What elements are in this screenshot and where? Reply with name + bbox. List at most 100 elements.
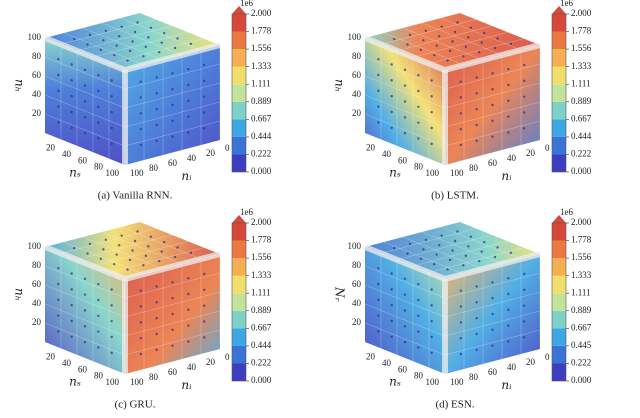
sample-dot [403, 100, 407, 103]
z-tick-label: 60 [352, 70, 362, 80]
y-tick-label: 80 [149, 163, 159, 173]
colorbar-band [552, 31, 566, 50]
z-tick-label: 60 [32, 279, 42, 289]
sample-dot [459, 112, 463, 115]
sample-dot [72, 246, 76, 250]
sample-dot [70, 335, 73, 339]
sample-dot [110, 110, 113, 114]
x-tick-label: 80 [94, 371, 104, 381]
x-tick-label: 80 [414, 162, 424, 172]
colorbar-tick-label: 0.889 [251, 96, 272, 106]
colorbar-tick-label: 2.000 [251, 217, 272, 227]
sample-dot [417, 73, 420, 77]
sample-dot [417, 121, 420, 124]
colorbar-extend [232, 6, 246, 14]
y-tick-label: 100 [450, 168, 464, 178]
sample-dot [187, 308, 190, 312]
x-tick-label: 60 [78, 364, 88, 374]
sample-dot [424, 29, 428, 33]
colorbar-tick-label: 0.444 [251, 340, 272, 350]
z-tick-label: 40 [352, 89, 362, 99]
sample-dot [104, 29, 108, 33]
colorbar-band [552, 66, 566, 85]
z-tick-label: 80 [352, 260, 362, 270]
sample-dot [432, 262, 436, 266]
colorbar-band [232, 345, 246, 364]
sample-dot [202, 336, 206, 339]
sample-dot [432, 53, 436, 57]
colorbar-tick-label: 0.889 [251, 305, 272, 315]
sample-dot [176, 246, 179, 249]
sample-dot [126, 268, 129, 271]
sample-dot [403, 116, 407, 119]
sample-dot [187, 324, 190, 327]
sample-dot [139, 112, 143, 115]
sample-dot [390, 126, 393, 130]
colorbar-scale: 1e6 [240, 0, 253, 8]
x-tick-label: 20 [46, 351, 56, 361]
sample-dot [430, 335, 433, 339]
z-tick-label: 80 [352, 51, 362, 61]
sample-dot [70, 303, 73, 307]
sample-dot [139, 127, 143, 131]
sample-dot [475, 76, 478, 79]
sample-dot [155, 107, 158, 111]
sample-dot [202, 95, 206, 98]
sample-dot [440, 25, 443, 28]
caption: (a) Vanilla RNN. [98, 190, 173, 202]
sample-dot [155, 92, 158, 95]
sample-dot [403, 325, 407, 328]
sample-dot [97, 105, 100, 109]
sample-dot [480, 250, 483, 253]
sample-dot [507, 324, 510, 327]
colorbar-tick-label: 0.000 [251, 375, 272, 385]
sample-dot [187, 292, 190, 296]
sample-dot [422, 39, 425, 42]
y-tick-label: 20 [526, 148, 536, 158]
sample-dot [70, 110, 73, 114]
sample-dot [83, 340, 87, 344]
colorbar-tick-label: 1.556 [251, 43, 272, 53]
sample-dot [160, 41, 163, 44]
sample-dot [417, 282, 420, 286]
colorbar-tick-label: 0.444 [571, 131, 592, 141]
sample-dot [403, 84, 407, 87]
sample-dot [417, 105, 420, 109]
sample-dot [390, 319, 393, 323]
sample-dot [171, 312, 174, 316]
sample-dot [507, 83, 510, 87]
sample-dot [507, 99, 510, 103]
z-tick-label: 100 [28, 32, 42, 42]
sample-dot [173, 46, 177, 50]
sample-dot [128, 49, 132, 53]
colorbar-tick-label: 1.333 [571, 270, 592, 280]
sample-dot [57, 282, 60, 286]
sample-dot [83, 293, 87, 296]
sample-dot [144, 45, 148, 49]
x-tick-label: 60 [398, 364, 408, 374]
sample-dot [155, 123, 158, 127]
colorbar-tick-label: 0.667 [571, 113, 592, 123]
sample-dot [475, 139, 478, 143]
sample-dot [144, 254, 148, 258]
sample-dot [459, 96, 463, 99]
x-tick-label: 80 [414, 371, 424, 381]
sample-dot [469, 26, 473, 30]
sample-dot [507, 340, 510, 343]
colorbar-band [232, 136, 246, 155]
sample-dot [57, 298, 60, 302]
sample-dot [417, 137, 420, 140]
colorbar-tick-label: 0.667 [571, 322, 592, 332]
colorbar-tick-label: 2.000 [251, 8, 272, 18]
sample-dot [467, 36, 470, 39]
x-tick-label: 40 [62, 358, 72, 368]
sample-dot [136, 21, 139, 24]
z-tick-label: 40 [32, 298, 42, 308]
sample-dot [507, 131, 510, 134]
x-tick-label: 40 [382, 358, 392, 368]
sample-dot [430, 95, 433, 98]
sample-dot [448, 49, 452, 53]
sample-dot [139, 352, 143, 356]
sample-dot [451, 249, 454, 252]
y-axis-label: nᵢ [181, 169, 192, 183]
